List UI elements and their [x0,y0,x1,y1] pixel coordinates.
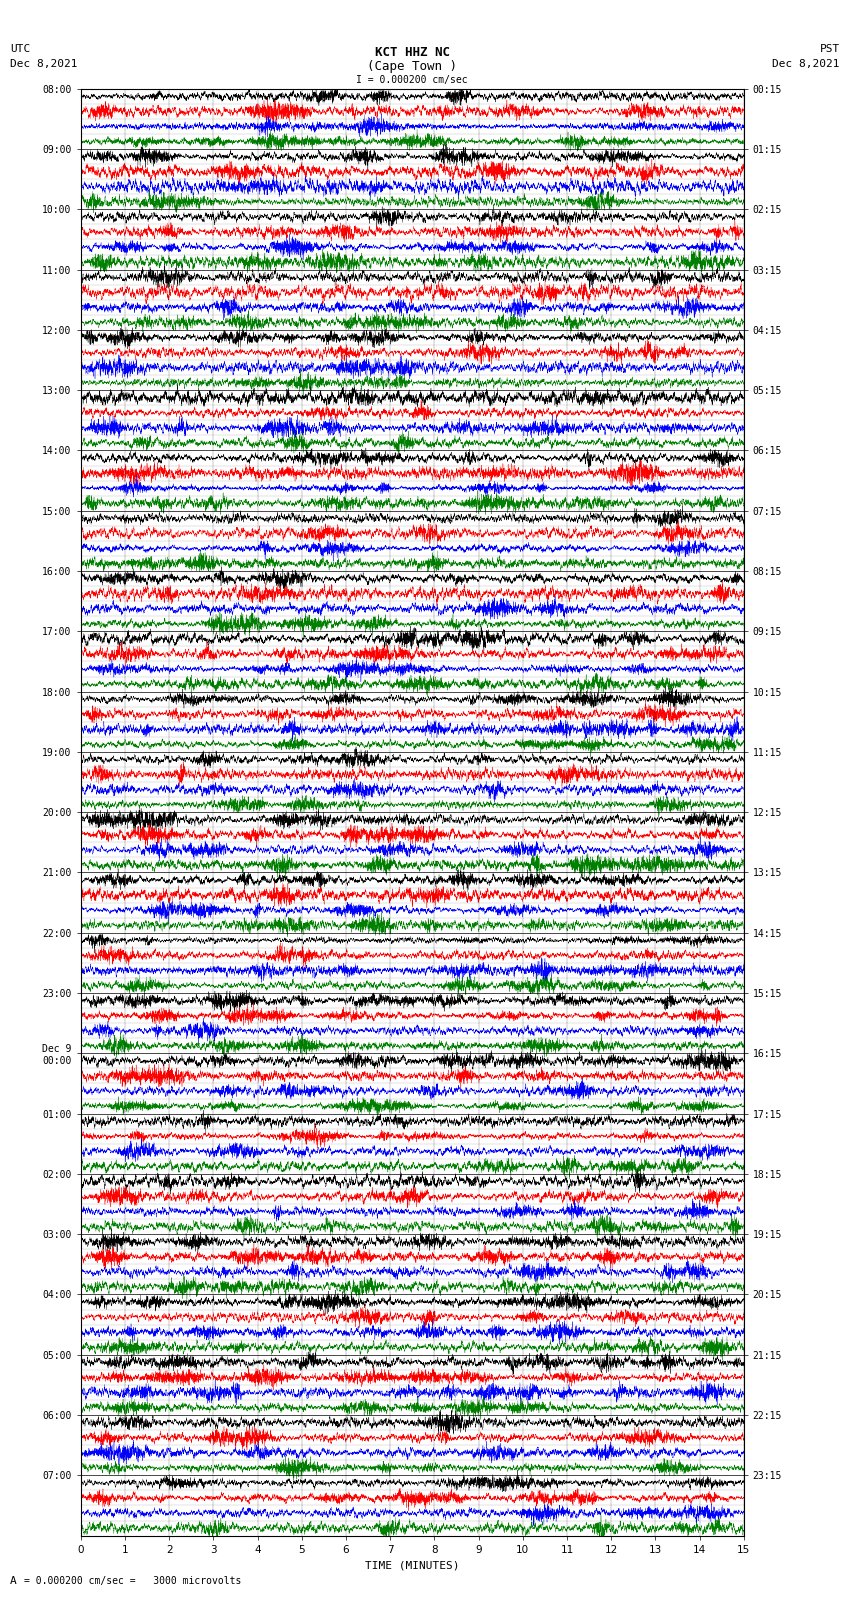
Text: PST: PST [819,44,840,53]
Text: UTC: UTC [10,44,31,53]
Text: KCT HHZ NC: KCT HHZ NC [375,45,450,58]
X-axis label: TIME (MINUTES): TIME (MINUTES) [365,1560,460,1569]
Text: A: A [10,1576,17,1586]
Text: I = 0.000200 cm/sec: I = 0.000200 cm/sec [356,74,468,84]
Text: Dec 8,2021: Dec 8,2021 [10,58,77,69]
Text: = 0.000200 cm/sec =   3000 microvolts: = 0.000200 cm/sec = 3000 microvolts [24,1576,241,1586]
Text: (Cape Town ): (Cape Town ) [367,60,457,73]
Text: Dec 8,2021: Dec 8,2021 [773,58,840,69]
